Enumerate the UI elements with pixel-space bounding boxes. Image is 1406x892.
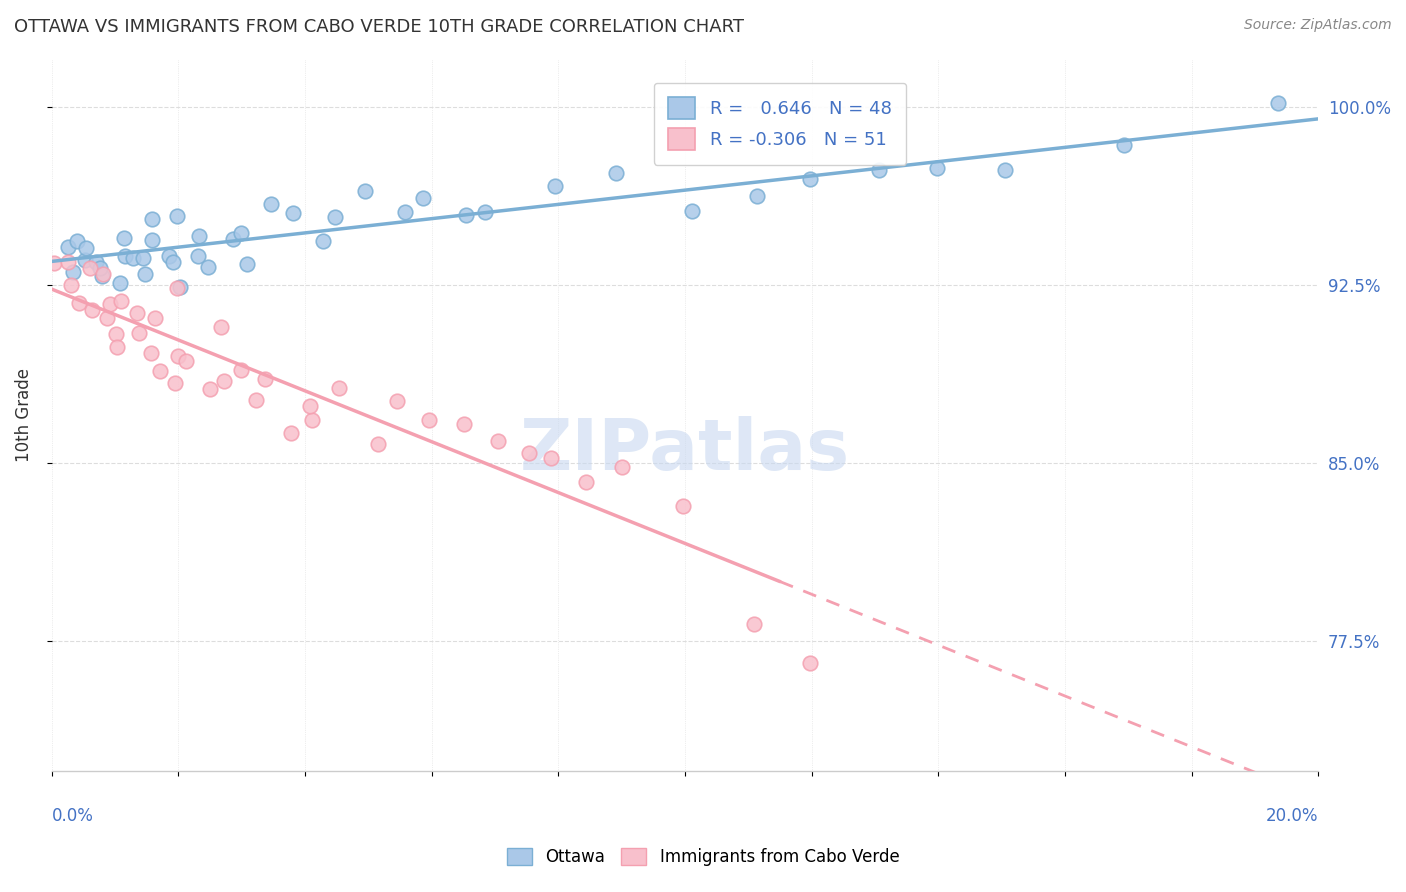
Point: [1267, 96, 1289, 111]
Point: [575, 475, 598, 489]
Point: [245, 392, 267, 407]
Point: [91, 269, 114, 284]
Point: [75, 241, 97, 255]
Point: [128, 326, 150, 340]
Point: [486, 434, 509, 448]
Text: 20.0%: 20.0%: [1265, 806, 1319, 825]
Point: [166, 209, 188, 223]
Point: [681, 204, 703, 219]
Point: [84, 254, 107, 268]
Text: Source: ZipAtlas.com: Source: ZipAtlas.com: [1244, 18, 1392, 32]
Point: [114, 249, 136, 263]
Point: [236, 257, 259, 271]
Point: [149, 364, 172, 378]
Point: [328, 381, 350, 395]
Point: [75, 252, 97, 267]
Point: [394, 204, 416, 219]
Point: [412, 190, 434, 204]
Point: [169, 279, 191, 293]
Point: [107, 340, 129, 354]
Point: [454, 208, 477, 222]
Point: [353, 184, 375, 198]
Point: [122, 251, 145, 265]
Point: [1114, 138, 1136, 153]
Point: [868, 162, 890, 177]
Point: [141, 211, 163, 226]
Point: [927, 161, 949, 175]
Point: [283, 206, 305, 220]
Point: [742, 617, 765, 632]
Point: [229, 363, 252, 377]
Point: [312, 234, 335, 248]
Point: [157, 249, 180, 263]
Point: [187, 249, 209, 263]
Point: [167, 349, 190, 363]
Point: [66, 234, 89, 248]
Point: [82, 303, 104, 318]
Point: [222, 232, 245, 246]
Point: [110, 277, 132, 291]
Point: [96, 310, 118, 325]
Point: [254, 372, 277, 386]
Point: [89, 260, 111, 275]
Point: [231, 226, 253, 240]
Point: [58, 255, 80, 269]
Point: [125, 306, 148, 320]
Point: [141, 233, 163, 247]
Point: [323, 210, 346, 224]
Point: [385, 393, 408, 408]
Point: [367, 437, 389, 451]
Point: [198, 382, 221, 396]
Point: [672, 499, 695, 513]
Legend: R =   0.646   N = 48, R = -0.306   N = 51: R = 0.646 N = 48, R = -0.306 N = 51: [654, 83, 905, 165]
Point: [197, 260, 219, 275]
Point: [993, 163, 1015, 178]
Text: ZIPatlas: ZIPatlas: [520, 417, 851, 485]
Point: [166, 281, 188, 295]
Point: [280, 425, 302, 440]
Point: [418, 412, 440, 426]
Point: [91, 267, 114, 281]
Point: [260, 196, 283, 211]
Point: [540, 450, 562, 465]
Point: [474, 205, 496, 219]
Point: [174, 353, 197, 368]
Point: [105, 327, 128, 342]
Point: [544, 179, 567, 194]
Point: [799, 172, 821, 186]
Point: [143, 311, 166, 326]
Point: [747, 188, 769, 202]
Point: [134, 267, 156, 281]
Point: [453, 417, 475, 431]
Point: [110, 293, 132, 308]
Point: [605, 166, 627, 180]
Point: [67, 295, 90, 310]
Point: [517, 446, 540, 460]
Text: 0.0%: 0.0%: [52, 806, 94, 825]
Point: [162, 254, 184, 268]
Point: [212, 374, 235, 388]
Y-axis label: 10th Grade: 10th Grade: [15, 368, 32, 462]
Point: [301, 413, 323, 427]
Legend: Ottawa, Immigrants from Cabo Verde: Ottawa, Immigrants from Cabo Verde: [498, 840, 908, 875]
Point: [98, 297, 121, 311]
Point: [209, 319, 232, 334]
Point: [188, 228, 211, 243]
Point: [799, 656, 821, 670]
Point: [114, 231, 136, 245]
Point: [165, 376, 187, 390]
Point: [79, 261, 101, 276]
Point: [298, 399, 321, 413]
Point: [612, 460, 634, 475]
Point: [141, 345, 163, 359]
Point: [58, 240, 80, 254]
Text: OTTAWA VS IMMIGRANTS FROM CABO VERDE 10TH GRADE CORRELATION CHART: OTTAWA VS IMMIGRANTS FROM CABO VERDE 10T…: [14, 18, 744, 36]
Point: [59, 278, 82, 293]
Point: [132, 251, 155, 265]
Point: [44, 256, 66, 270]
Point: [62, 265, 84, 279]
